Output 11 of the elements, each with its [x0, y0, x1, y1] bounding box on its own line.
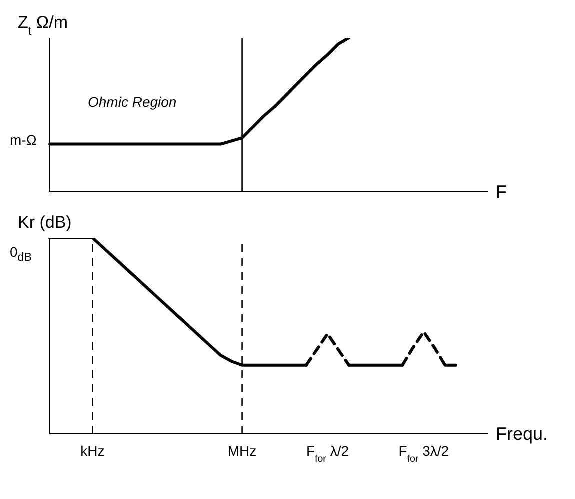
- x-axis-title: F: [496, 182, 507, 202]
- x-axis-title: Frequ.: [496, 424, 548, 444]
- text: 0$_{dB}$: [10, 244, 32, 264]
- annotation: Ohmic Region: [88, 94, 177, 110]
- text: m-Ω: [10, 132, 37, 148]
- x-tick-label: kHz: [80, 443, 105, 459]
- y-axis-title: Kr (dB): [18, 213, 72, 232]
- y-axis-title: Z$_{t}$ Ω/m: [18, 13, 68, 38]
- x-tick-label: MHz: [228, 443, 257, 459]
- x-tick-label: F$_{for}$ 3λ/2: [398, 443, 450, 464]
- x-tick-label: F$_{for}$ λ/2: [306, 443, 350, 464]
